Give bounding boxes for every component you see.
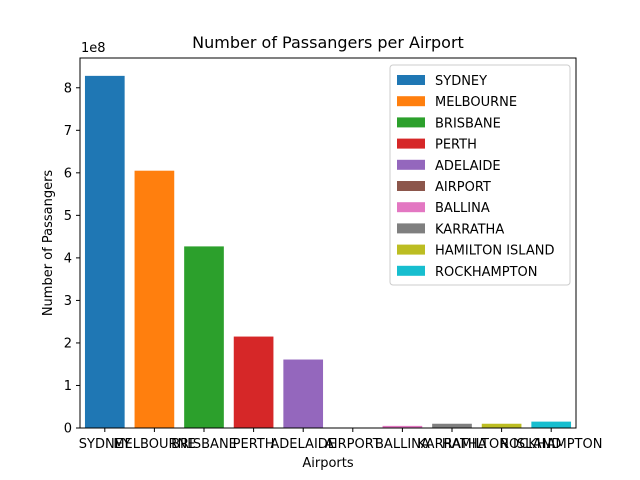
y-tick-label: 7: [64, 124, 72, 139]
legend-swatch: [397, 265, 425, 276]
legend: SYDNEY MELBOURNE BRISBANE PERTH ADELAIDE AIRP…: [389, 64, 571, 286]
x-ticks-group: SYDNEYMELBOURNEBRISBANEPERTHADELAIDEAIRP…: [79, 428, 603, 452]
legend-swatch: [397, 75, 425, 85]
legend-entry-label: BALLINA: [435, 201, 490, 216]
legend-swatch: [397, 159, 425, 170]
legend-entry-label: HAMILTON ISLAND: [435, 244, 554, 259]
legend-box: [389, 64, 571, 286]
x-tick-label: HAMILTON ISLAND: [442, 437, 561, 452]
y-tick-label: 3: [64, 294, 72, 309]
bars-group: [84, 75, 572, 429]
chart-title: Number of Passangers per Airport: [192, 33, 464, 52]
legend-swatch: [397, 244, 425, 255]
legend-swatch: [397, 223, 425, 234]
bar-karratha: [432, 423, 472, 428]
y-axis-multiplier: 1e8: [81, 41, 106, 56]
y-tick-label: 1: [64, 379, 72, 394]
legend-swatch: [397, 138, 425, 149]
bar-ballina: [382, 425, 423, 428]
legend-swatch: [397, 96, 425, 107]
legend-swatch: [397, 202, 425, 213]
legend-entry-label: PERTH: [435, 138, 477, 153]
y-tick-label: 8: [64, 81, 72, 96]
plot-frame: [79, 57, 577, 429]
legend-swatch: [397, 117, 425, 128]
bar-hamilton-island: [481, 423, 522, 428]
y-tick-label: 0: [64, 422, 72, 437]
bar-brisbane: [184, 246, 224, 428]
y-tick-label: 2: [64, 336, 72, 351]
legend-swatch: [397, 181, 425, 191]
legend-entry-label: SYDNEY: [435, 74, 487, 89]
y-tick-label: 6: [64, 166, 72, 181]
x-tick-label: PERTH: [233, 437, 275, 452]
x-tick-label: AIRPORT: [325, 437, 381, 452]
legend-entry-label: ADELAIDE: [435, 159, 501, 174]
bar-rockhampton: [531, 421, 572, 428]
x-tick-label: BRISBANE: [171, 437, 237, 452]
y-tick-label: 5: [64, 209, 72, 224]
legend-entry-label: BRISBANE: [435, 116, 501, 131]
y-ticks-group: 0 1 2 3 4 5 6 7 8: [64, 81, 80, 437]
x-tick-label: MELBOURNE: [113, 437, 195, 452]
x-tick-label: KARRATHA: [417, 437, 486, 452]
x-tick-label: ADELAIDE: [270, 437, 336, 452]
x-tick-label: BALLINA: [375, 437, 430, 452]
bar-perth: [233, 336, 274, 428]
legend-entry-label: ROCKHAMPTON: [435, 265, 538, 280]
y-axis-label: Number of Passangers: [41, 170, 56, 317]
bar-sydney: [84, 75, 125, 429]
x-axis-label: Airports: [302, 456, 353, 471]
bar-adelaide: [283, 359, 324, 428]
y-tick-label: 4: [64, 251, 72, 266]
legend-entry-label: KARRATHA: [435, 222, 504, 237]
legend-entry-label: MELBOURNE: [435, 95, 517, 110]
bar-melbourne: [134, 170, 175, 428]
x-tick-label: SYDNEY: [79, 437, 131, 452]
legend-entry-label: AIRPORT: [435, 180, 491, 195]
x-tick-label: ROCKHAMPTON: [500, 437, 603, 452]
